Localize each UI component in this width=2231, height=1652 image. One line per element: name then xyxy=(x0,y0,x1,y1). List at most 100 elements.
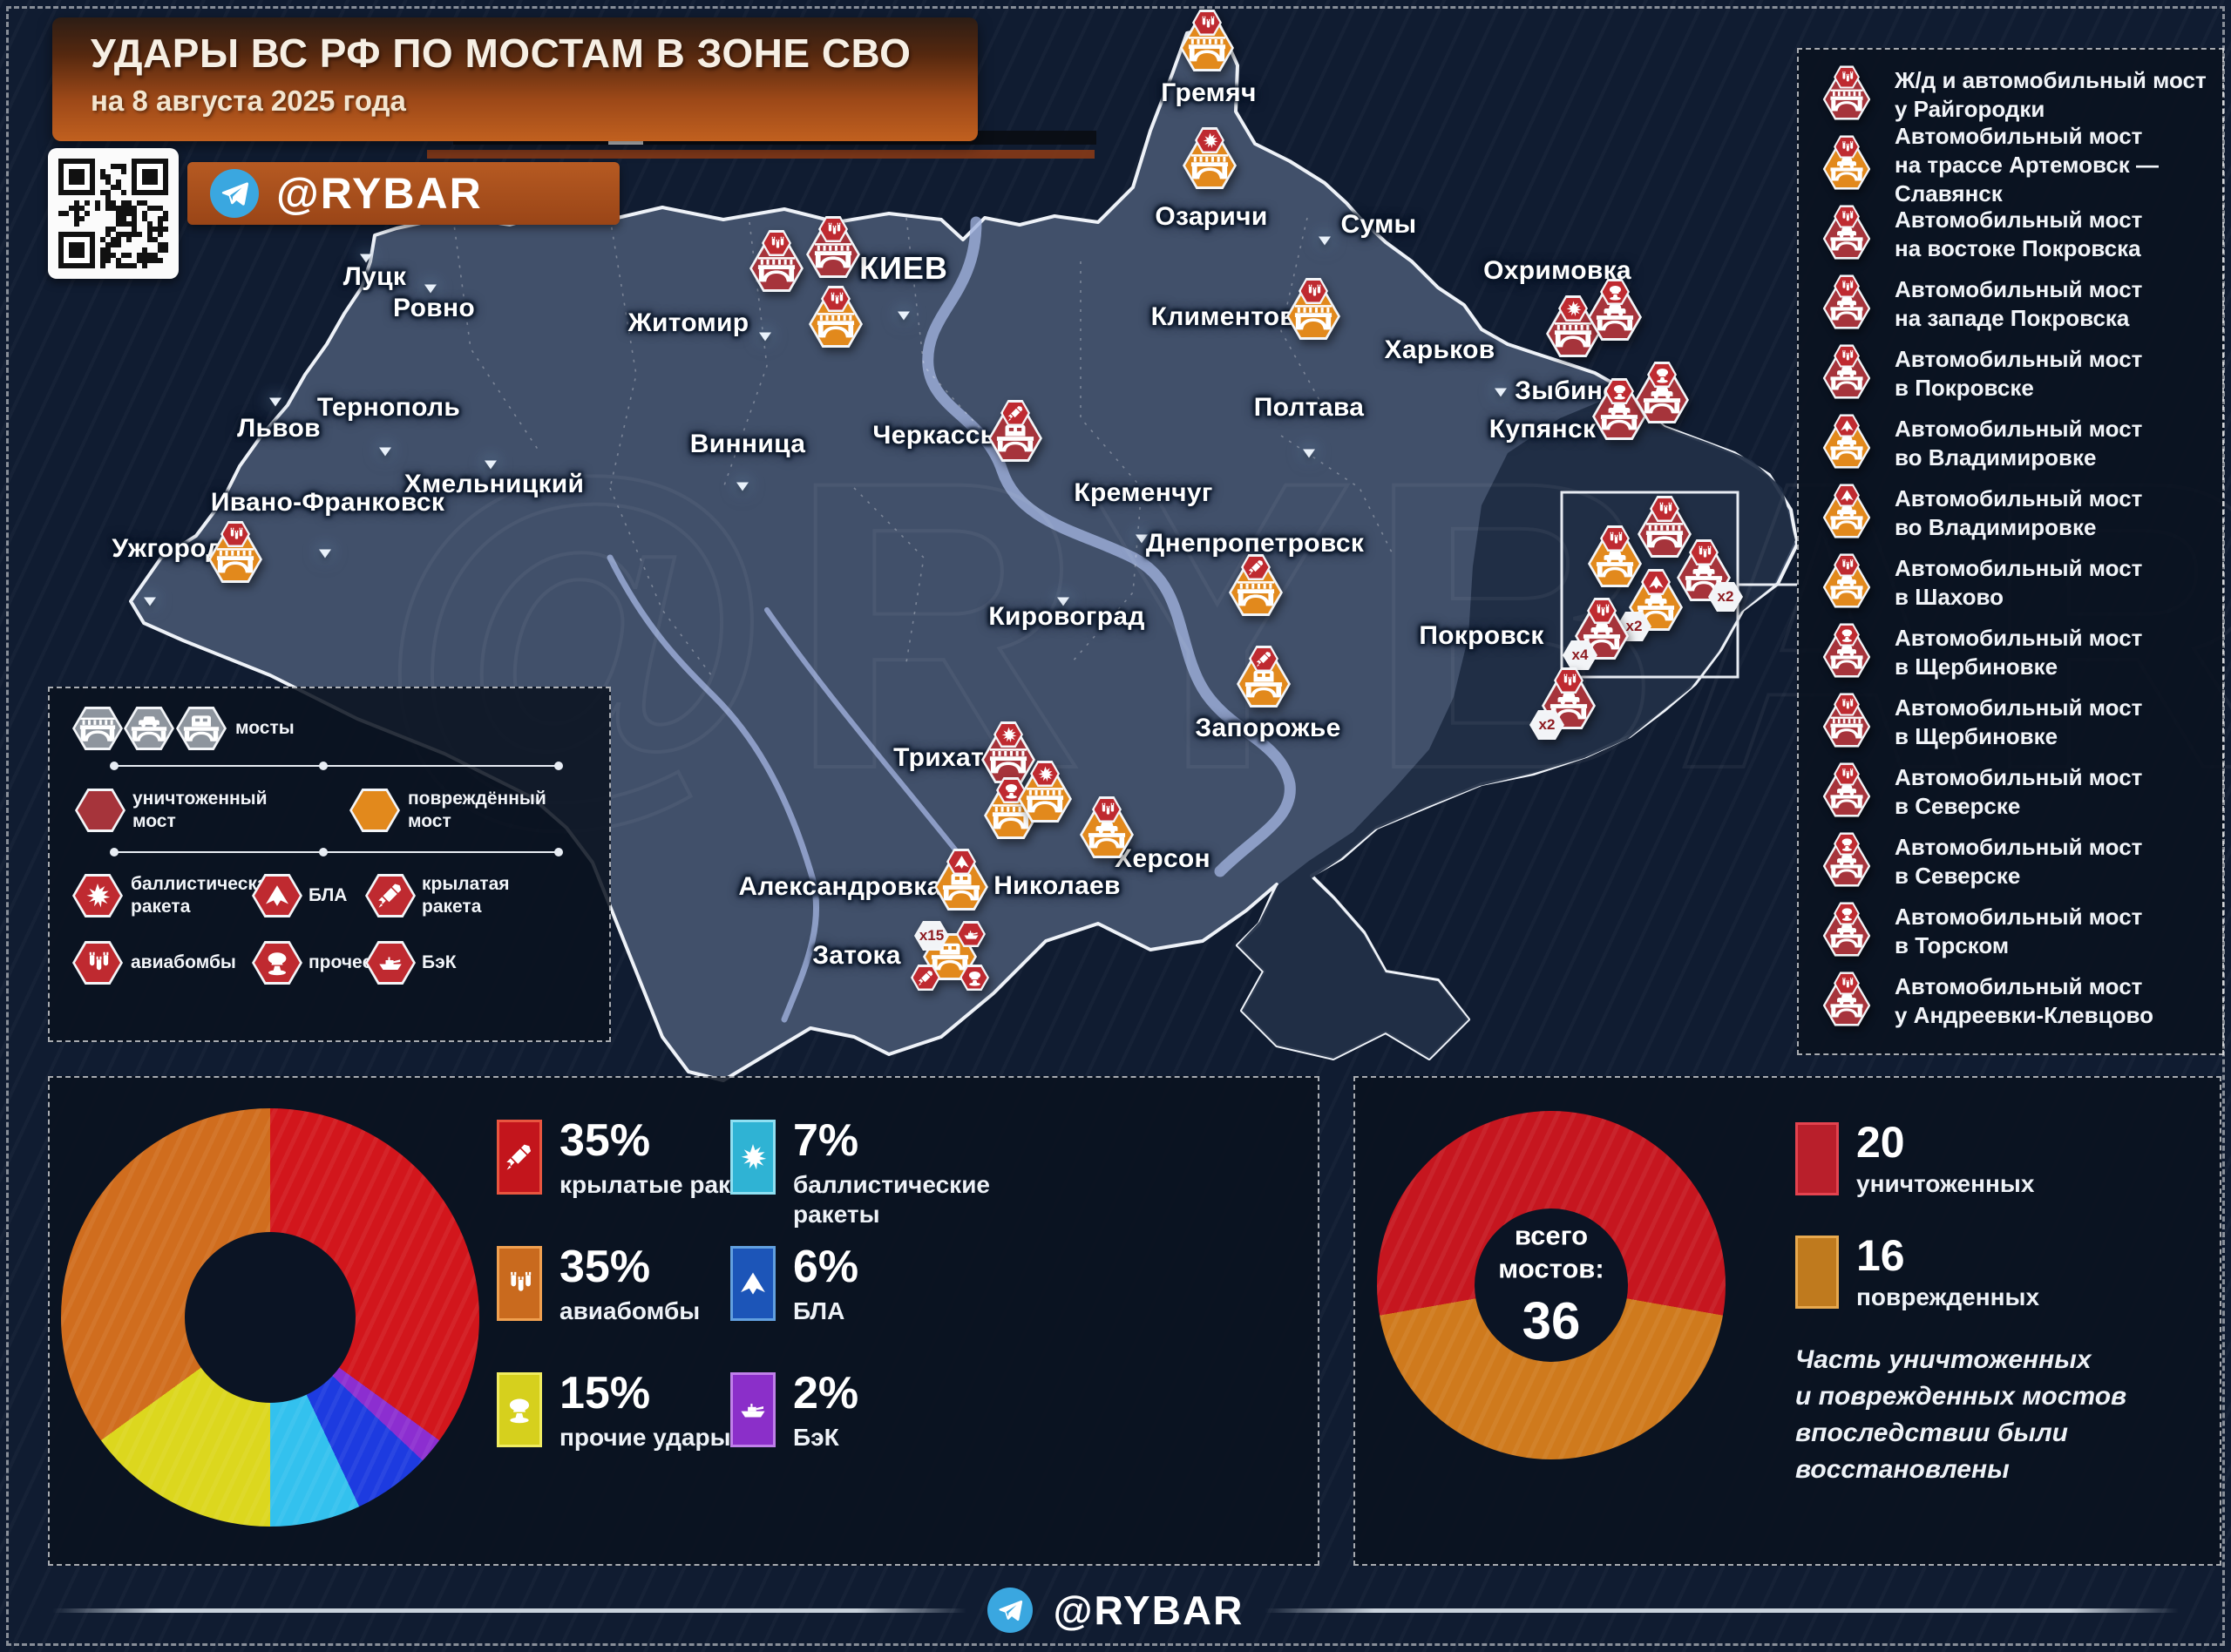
strike-share-label: баллистические ракеты xyxy=(793,1171,990,1228)
strike-marker xyxy=(1822,832,1871,887)
strike-marker: x4 xyxy=(1563,598,1629,670)
rail-bridge-icon xyxy=(1829,86,1864,113)
bridge-list-item: Автомобильный мост в Щербиновке xyxy=(1799,618,2222,687)
bridge-item-line2: в Щербиновке xyxy=(1895,653,2058,680)
rail-bridge-icon xyxy=(816,309,856,340)
bridge-item-line1: Автомобильный мост xyxy=(1895,122,2143,149)
destroyed-bridge-hexagon xyxy=(1638,511,1692,558)
footer-brand-handle[interactable]: @RYBAR xyxy=(1053,1588,1244,1633)
car-bridge-icon xyxy=(1829,365,1864,392)
strike-marker xyxy=(1180,10,1234,71)
strike-marker xyxy=(1822,553,1871,608)
city-label: Купянск xyxy=(1488,415,1597,443)
bridge-list-item-icon xyxy=(1820,623,1877,680)
destroyed-total-swatch xyxy=(1795,1122,1839,1195)
bridge-list-item: Автомобильный мост на трассе Артемовск — … xyxy=(1799,123,2222,206)
mushroom-legend-icon xyxy=(252,941,302,985)
train-bridge-icon xyxy=(995,423,1035,454)
footer-brand: @RYBAR xyxy=(0,1584,2231,1636)
car-bridge-icon xyxy=(1829,295,1864,322)
city-label: Климентово xyxy=(1150,302,1312,331)
aviabomb-legend-icon xyxy=(72,941,123,985)
strike-share-label: БэК xyxy=(793,1424,839,1451)
strike-marker xyxy=(1822,902,1871,957)
bridge-list-item-label: Автомобильный мост в Шахово xyxy=(1895,554,2142,612)
legend-divider xyxy=(110,848,563,856)
city-marker xyxy=(350,229,382,256)
bridge-list-item-label: Ж/д и автомобильный мост у Райгородки xyxy=(1895,66,2207,124)
train-bridge-icon xyxy=(1244,669,1284,700)
totals-label: поврежденных xyxy=(1856,1283,2040,1310)
strike-marker xyxy=(1822,65,1871,120)
bridge-list-panel: Ж/д и автомобильный мост у Райгородки Авто… xyxy=(1797,48,2224,1055)
aviabomb-strike-icon xyxy=(1834,344,1860,368)
rail-bridge-icon xyxy=(1187,33,1227,64)
strike-marker xyxy=(1638,496,1692,558)
bek-legend-swatch xyxy=(730,1372,776,1447)
city-label: Луцк xyxy=(342,262,407,291)
city-label: КИЕВ xyxy=(859,250,948,286)
strike-share-label: авиабомбы xyxy=(559,1297,701,1324)
bridge-item-line2: в Щербиновке xyxy=(1895,723,2058,749)
rail-bridge-icon xyxy=(1236,578,1276,608)
strike-marker xyxy=(1635,362,1689,423)
city-label: Николаев xyxy=(993,871,1121,900)
car-bridge-icon xyxy=(1829,853,1864,880)
city-label: Львов xyxy=(237,414,321,443)
strike-marker xyxy=(1822,414,1871,469)
city-marker xyxy=(415,260,446,287)
city-label: Хмельницкий xyxy=(403,470,585,498)
car-bridge-icon xyxy=(1829,156,1864,183)
rail-bridge-icon xyxy=(1025,784,1065,815)
bridge-list-item: Автомобильный мост у Андреевки-Клевцово xyxy=(1799,966,2222,1036)
city-marker xyxy=(1309,212,1340,239)
telegram-icon xyxy=(210,169,259,218)
ballistic-legend-swatch xyxy=(730,1120,776,1195)
strike-share-label: БЛА xyxy=(793,1297,845,1324)
damaged-bridge-hexagon xyxy=(1018,775,1072,823)
footer-line-right xyxy=(1265,1608,2179,1613)
city-marker xyxy=(134,572,166,599)
bla-strike-icon xyxy=(1834,414,1860,437)
car-bridge-icon xyxy=(1599,402,1639,432)
aviabomb-strike-icon xyxy=(818,216,848,242)
city-label: Ивано-Франковск xyxy=(210,488,445,517)
legend-label: баллистическая ракета xyxy=(131,874,278,917)
bridge-item-line1: Ж/д и автомобильный мост xyxy=(1895,67,2207,93)
bridge-item-line2: в Северске xyxy=(1895,793,2021,819)
aviabomb-strike-icon xyxy=(762,230,791,256)
qr-code[interactable] xyxy=(48,148,179,279)
footer-telegram-icon[interactable] xyxy=(987,1588,1033,1633)
city-label: Охримовка xyxy=(1483,256,1631,285)
bridge-list-item-label: Автомобильный мост у Андреевки-Клевцово xyxy=(1895,972,2153,1030)
telegram-brand-badge[interactable]: @RYBAR xyxy=(187,162,620,225)
city-label: Озаричи xyxy=(1155,202,1268,231)
legend-label: мосты xyxy=(235,718,295,738)
strike-marker xyxy=(1237,646,1291,708)
bridge-list-item: Автомобильный мост в Шахово xyxy=(1799,548,2222,618)
bridge-list-item-icon xyxy=(1820,832,1877,890)
totals-value: 20 xyxy=(1856,1118,1905,1167)
legend-label: БЛА xyxy=(309,885,348,905)
bridge-item-line2: на западе Покровска xyxy=(1895,305,2130,331)
strike-share-value: 35% xyxy=(559,1115,651,1166)
strike-share-donut xyxy=(61,1108,479,1527)
city-label: Александровка xyxy=(738,872,942,901)
bek-legend-icon xyxy=(365,941,416,985)
car-bridge-icon xyxy=(1829,435,1864,462)
bridge-list-item-label: Автомобильный мост в Щербиновке xyxy=(1895,694,2142,751)
rivers xyxy=(607,216,1296,1023)
car-bridge-icon xyxy=(1829,226,1864,253)
bridge-list-item: Автомобильный мост во Владимировке xyxy=(1799,478,2222,548)
bridge-list-item-icon xyxy=(1820,693,1877,750)
aviabomb-legend-swatch xyxy=(497,1246,542,1321)
strike-marker xyxy=(1588,525,1642,587)
bridge-list-item: Автомобильный мост в Северске xyxy=(1799,757,2222,827)
bridge-item-line1: Автомобильный мост xyxy=(1895,834,2143,860)
strike-marker xyxy=(988,400,1042,462)
strike-marker: x2 xyxy=(1677,539,1743,612)
bridge-item-line2: в Шахово xyxy=(1895,584,2004,610)
city-label: Полтава xyxy=(1253,393,1365,422)
bridge-item-line2: во Владимировке xyxy=(1895,514,2097,540)
